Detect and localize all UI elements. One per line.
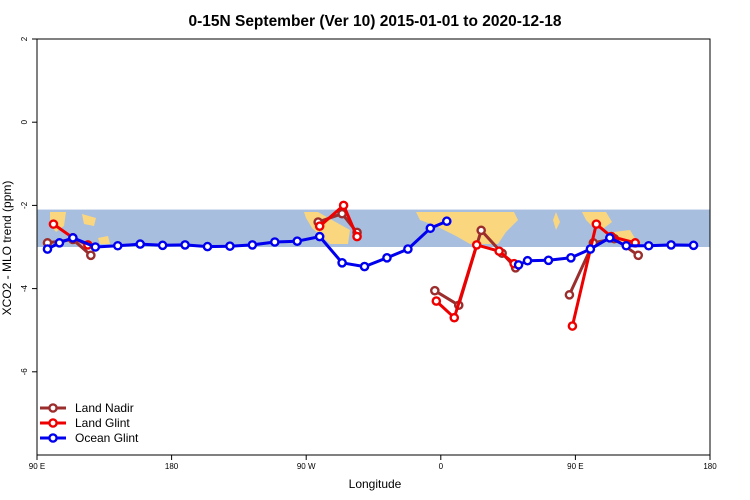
ocean-glint-point [247, 240, 258, 250]
series-layer [42, 200, 699, 331]
series-ocean-glint [42, 216, 699, 272]
land-glint-point [338, 200, 349, 211]
ocean-glint-point [666, 240, 676, 250]
legend-item-land-nadir: Land Nadir [40, 401, 134, 415]
ocean-glint-point [90, 242, 101, 252]
ocean-glint-point [157, 240, 168, 251]
land-nadir-point [86, 250, 96, 261]
legend-swatch-marker [48, 433, 58, 443]
land-shape [82, 214, 96, 226]
land-shape [553, 212, 560, 230]
land-glint-point [431, 296, 442, 306]
ocean-glint-point [180, 240, 190, 250]
ocean-glint-point [359, 261, 370, 272]
x-axis: 90 E 180 90 W 0 90 E 180 [29, 455, 717, 471]
x-tick-label: 90 W [297, 462, 316, 471]
legend-item-ocean-glint: Ocean Glint [40, 431, 139, 445]
legend-label: Ocean Glint [75, 431, 139, 445]
land-glint-point [449, 312, 460, 323]
ocean-glint-point [688, 240, 699, 251]
legend-swatch-marker [48, 403, 58, 413]
ocean-glint-point [522, 255, 533, 266]
land-glint-point [48, 219, 59, 229]
ocean-glint-point [225, 241, 235, 251]
legend-label: Land Nadir [75, 401, 134, 415]
chart-title: 0-15N September (Ver 10) 2015-01-01 to 2… [188, 13, 561, 30]
x-axis-label: Longitude [349, 477, 402, 491]
ocean-glint-point [585, 244, 596, 254]
land-shape [98, 236, 110, 244]
land-nadir-point [564, 290, 575, 300]
land-glint-point [314, 221, 325, 231]
x-tick-label: 180 [165, 462, 179, 471]
land-glint-line [570, 222, 636, 327]
ocean-glint-point [68, 233, 78, 243]
land-nadir-point [430, 285, 440, 296]
ocean-glint-point [403, 244, 413, 254]
legend-label: Land Glint [75, 416, 130, 430]
x-tick-label: 0 [439, 462, 444, 471]
y-tick-label: -6 [20, 368, 29, 376]
y-axis: 2 0 -2 -4 -6 [20, 36, 37, 375]
ocean-glint-point [621, 240, 632, 251]
land-nadir-point [633, 250, 644, 261]
y-axis-label: XCO2 - MLO trend (ppm) [0, 181, 14, 316]
land-shape [416, 212, 518, 244]
land-glint-point [471, 240, 482, 250]
land-glint-point [352, 231, 362, 242]
ocean-glint-point [202, 241, 213, 252]
legend-item-land-glint: Land Glint [40, 416, 130, 430]
y-tick-label: 2 [20, 36, 29, 41]
y-tick-label: -2 [20, 201, 29, 209]
ocean-glint-point [42, 244, 53, 254]
x-tick-label: 90 E [567, 462, 583, 471]
ocean-glint-point [269, 237, 280, 247]
ocean-glint-point [604, 233, 615, 243]
ocean-glint-line [517, 236, 694, 267]
ocean-glint-point [337, 258, 347, 268]
ocean-glint-point [314, 231, 325, 242]
land-glint-point [591, 219, 602, 229]
ocean-glint-point [382, 253, 392, 263]
y-tick-label: -4 [20, 284, 29, 292]
x-tick-label: 90 E [29, 462, 45, 471]
ocean-glint-point [543, 255, 554, 266]
ocean-glint-point [566, 253, 576, 263]
x-tick-label: 180 [703, 462, 717, 471]
ocean-glint-point [135, 239, 145, 249]
land-glint-point [494, 246, 504, 256]
land-nadir-point [476, 225, 486, 236]
ocean-glint-point [441, 216, 452, 227]
plot-frame [36, 38, 711, 456]
ocean-glint-point [643, 240, 654, 251]
y-tick-label: 0 [20, 119, 29, 124]
ocean-glint-point [54, 238, 65, 248]
ocean-glint-point [425, 223, 436, 234]
ocean-glint-point [513, 260, 524, 270]
legend-swatch-marker [48, 418, 58, 428]
ocean-glint-point [292, 236, 303, 246]
land-glint-point [567, 321, 578, 331]
ocean-glint-point [112, 240, 123, 251]
land-glint-line [435, 243, 516, 320]
